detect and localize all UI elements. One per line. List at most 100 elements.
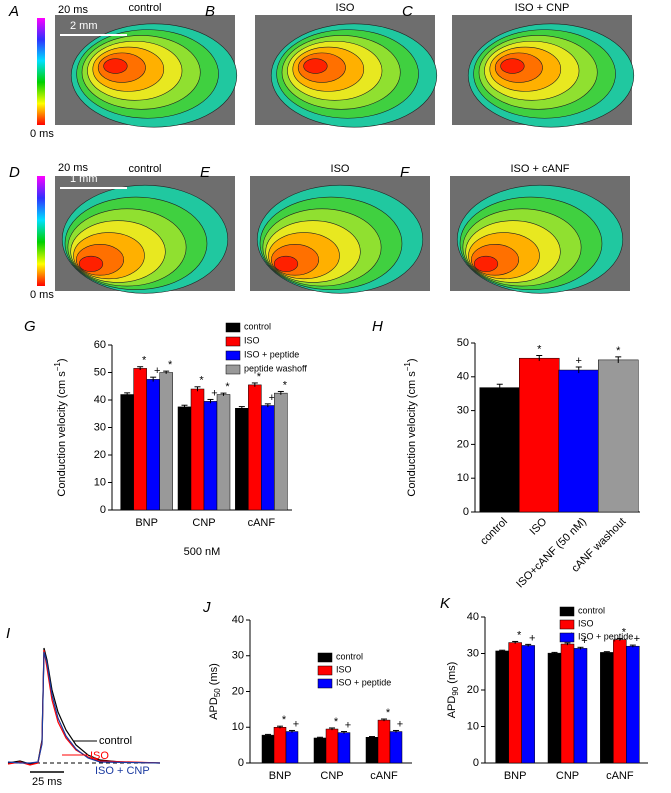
x-tick-label: ISO bbox=[528, 515, 550, 537]
significance-marker: * bbox=[225, 381, 230, 393]
legend-label: ISO + peptide bbox=[578, 631, 633, 641]
bar bbox=[598, 359, 639, 513]
bar bbox=[235, 408, 249, 511]
bar bbox=[190, 388, 205, 511]
panel-letter: I bbox=[6, 625, 10, 642]
bar bbox=[547, 652, 562, 764]
colorbar-label: 20 ms bbox=[58, 4, 88, 16]
map-isochrone bbox=[303, 58, 328, 74]
bar bbox=[479, 387, 520, 513]
significance-marker: * bbox=[537, 343, 542, 355]
bar bbox=[519, 357, 560, 513]
legend-swatch bbox=[559, 632, 575, 643]
y-axis-label-part: 50 bbox=[213, 688, 222, 697]
y-axis-label: APD50 (ms) bbox=[208, 663, 222, 720]
scale-label: 2 mm bbox=[70, 20, 98, 32]
x-tick-label: CNP bbox=[556, 770, 579, 782]
legend-label: ISO bbox=[336, 664, 352, 674]
y-tick-label: 40 bbox=[232, 614, 244, 626]
bar bbox=[177, 406, 192, 511]
y-tick-label: 0 bbox=[100, 504, 106, 516]
colorbar bbox=[37, 18, 45, 125]
x-tick-label: cANF bbox=[248, 517, 276, 529]
significance-marker: + bbox=[211, 387, 217, 399]
significance-marker: * bbox=[622, 626, 627, 638]
bar bbox=[274, 392, 288, 511]
bar bbox=[146, 379, 160, 511]
bar bbox=[159, 372, 173, 511]
map-isochrone bbox=[273, 255, 299, 272]
panel-letter: C bbox=[402, 3, 413, 20]
significance-marker: + bbox=[634, 633, 640, 645]
bar bbox=[389, 731, 403, 764]
bar bbox=[377, 719, 391, 764]
significance-marker: * bbox=[282, 714, 287, 726]
legend-swatch bbox=[225, 350, 241, 361]
y-tick-label: 20 bbox=[232, 685, 244, 697]
significance-marker: * bbox=[257, 371, 262, 383]
trace-iso bbox=[7, 649, 161, 766]
significance-marker: + bbox=[154, 365, 160, 377]
x-tick-label: CNP bbox=[192, 517, 215, 529]
y-tick-label: 60 bbox=[94, 339, 106, 351]
bar bbox=[261, 405, 275, 511]
y-tick-label: 20 bbox=[467, 684, 479, 696]
significance-marker: + bbox=[576, 355, 582, 367]
legend-label: ISO bbox=[578, 618, 594, 628]
legend-swatch bbox=[225, 322, 241, 333]
significance-marker: * bbox=[616, 345, 621, 357]
x-tick-label: control bbox=[478, 516, 510, 548]
y-tick-label: 30 bbox=[94, 421, 106, 433]
x-tick-label: cANF bbox=[606, 770, 634, 782]
y-tick-label: 10 bbox=[467, 720, 479, 732]
y-axis-label-part: 90 bbox=[451, 686, 460, 695]
panel-letter: A bbox=[8, 3, 19, 20]
traces-panel: I control ISO ISO + CNP 25 ms bbox=[6, 625, 161, 788]
bar bbox=[560, 643, 575, 764]
significance-marker: + bbox=[269, 392, 275, 404]
x-axis-label: 500 nM bbox=[184, 546, 221, 558]
significance-marker: * bbox=[386, 707, 391, 719]
legend-swatch bbox=[225, 364, 241, 375]
y-axis-label-part: (ms) bbox=[208, 663, 220, 688]
colorbar bbox=[37, 176, 45, 286]
panel-letter: F bbox=[400, 164, 410, 181]
bar bbox=[495, 650, 509, 764]
significance-marker: + bbox=[397, 718, 403, 730]
panel-title: ISO bbox=[331, 163, 350, 175]
panel-letter: D bbox=[9, 164, 20, 181]
bar bbox=[216, 394, 231, 511]
y-axis-label-part: −1 bbox=[403, 362, 412, 372]
y-tick-label: 30 bbox=[232, 650, 244, 662]
bar bbox=[273, 727, 287, 764]
bar bbox=[203, 401, 218, 511]
bar bbox=[133, 368, 147, 511]
bar bbox=[558, 369, 599, 513]
bar bbox=[613, 639, 627, 764]
panel-letter: H bbox=[372, 318, 383, 335]
panel-title: control bbox=[128, 163, 161, 175]
y-tick-label: 30 bbox=[457, 405, 469, 417]
significance-marker: * bbox=[142, 355, 147, 367]
y-axis-label-part: (ms) bbox=[446, 662, 458, 687]
y-axis-label-part: ) bbox=[56, 358, 68, 362]
legend-swatch bbox=[559, 619, 575, 630]
legend-swatch bbox=[225, 336, 241, 347]
y-axis-label-part: ) bbox=[406, 358, 418, 362]
y-tick-label: 40 bbox=[467, 611, 479, 623]
panel-title: ISO + cANF bbox=[511, 163, 570, 175]
significance-marker: * bbox=[199, 375, 204, 387]
y-axis-label: Conduction velocity (cm s−1) bbox=[53, 358, 68, 496]
bar bbox=[365, 737, 379, 764]
panel-letter: J bbox=[202, 599, 211, 616]
y-axis-label-part: Conduction velocity (cm s bbox=[406, 371, 418, 497]
panel-letter: B bbox=[205, 3, 215, 20]
trace-label: ISO bbox=[90, 750, 109, 762]
x-tick-label: BNP bbox=[135, 517, 158, 529]
legend-swatch bbox=[317, 678, 333, 689]
bar bbox=[626, 645, 640, 764]
significance-marker: * bbox=[283, 379, 288, 391]
trace-label: control bbox=[99, 735, 132, 747]
legend-label: ISO bbox=[244, 335, 260, 345]
significance-marker: + bbox=[345, 719, 351, 731]
